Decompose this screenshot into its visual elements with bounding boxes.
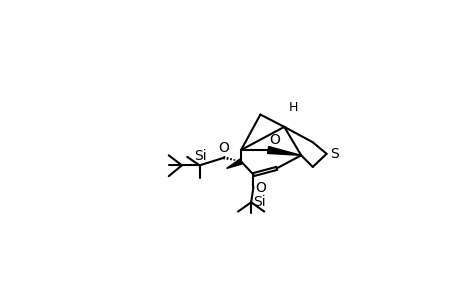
Polygon shape bbox=[226, 159, 242, 168]
Text: O: O bbox=[218, 141, 229, 155]
Text: Si: Si bbox=[194, 149, 206, 163]
Text: O: O bbox=[268, 133, 279, 147]
Text: O: O bbox=[254, 181, 265, 195]
Text: S: S bbox=[329, 147, 338, 161]
Text: Si: Si bbox=[252, 195, 265, 209]
Text: H: H bbox=[288, 101, 297, 114]
Polygon shape bbox=[267, 146, 301, 155]
